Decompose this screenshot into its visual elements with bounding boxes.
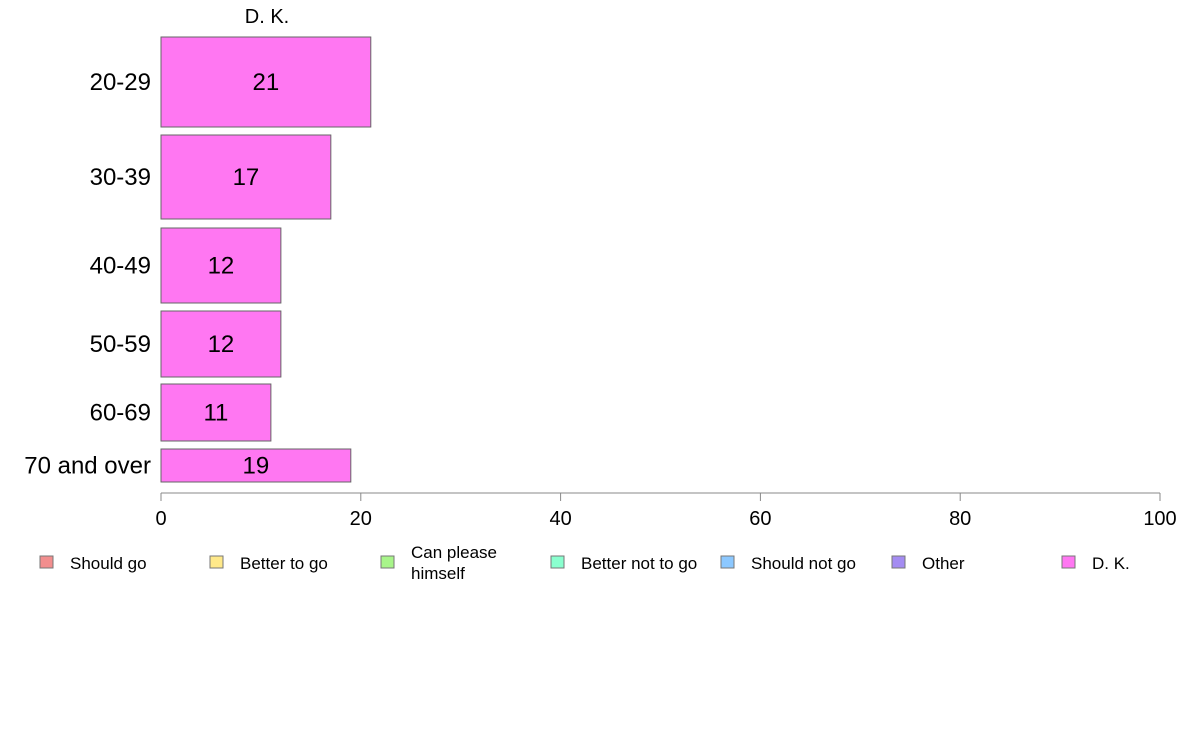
bar-60-69 — [160, 383, 272, 442]
legend-swatch-better-to-go — [209, 555, 224, 569]
legend-swatch-other — [891, 555, 906, 569]
bar-20-29 — [160, 36, 372, 128]
bar-70-and-over — [160, 448, 352, 483]
bars-group: 21 17 12 12 11 19 — [160, 36, 372, 483]
x-tick-label: 20 — [350, 508, 372, 530]
legend-label-should-not-go: Should not go — [751, 554, 856, 573]
bar-50-59 — [160, 310, 282, 378]
legend-label-better-not-to-go: Better not to go — [581, 554, 697, 573]
bar-40-49 — [160, 227, 282, 304]
category-label-70-and-over: 70 and over — [24, 453, 151, 480]
x-axis: 0 20 40 60 80 100 — [155, 492, 1177, 530]
legend-label-should-go: Should go — [70, 554, 147, 573]
x-tick-label: 100 — [1143, 508, 1176, 530]
data-label-30-39: 17 — [233, 164, 260, 191]
legend-label-can-please-himself: Can please himself — [411, 543, 497, 583]
legend-swatch-better-not-to-go — [550, 555, 565, 569]
legend: Should go Better to go Can please himself Be… — [39, 543, 1130, 583]
x-tick-label: 80 — [949, 508, 971, 530]
legend-label-better-to-go: Better to go — [240, 554, 328, 573]
category-label-50-59: 50-59 — [90, 331, 151, 358]
data-label-50-59: 12 — [208, 331, 235, 358]
legend-swatch-should-go — [39, 555, 54, 569]
category-label-40-49: 40-49 — [90, 253, 151, 280]
x-tick-label: 60 — [749, 508, 771, 530]
legend-swatch-d-k — [1061, 555, 1076, 569]
data-label-60-69: 11 — [203, 400, 228, 427]
x-tick-label: 40 — [549, 508, 571, 530]
series-title: D. K. — [245, 6, 289, 28]
bar-30-39 — [160, 134, 332, 220]
category-label-30-39: 30-39 — [90, 164, 151, 191]
legend-swatch-can-please-himself — [380, 555, 395, 569]
legend-label-d-k: D. K. — [1092, 554, 1130, 573]
legend-swatch-should-not-go — [720, 555, 735, 569]
data-label-40-49: 12 — [208, 253, 235, 280]
category-label-60-69: 60-69 — [90, 400, 151, 427]
category-label-20-29: 20-29 — [90, 69, 151, 96]
category-labels: 20-29 30-39 40-49 50-59 60-69 70 and over — [24, 69, 151, 480]
legend-label-other: Other — [922, 554, 965, 573]
x-tick-label: 0 — [155, 508, 166, 530]
data-label-20-29: 21 — [253, 69, 280, 96]
data-label-70-and-over: 19 — [243, 453, 270, 480]
